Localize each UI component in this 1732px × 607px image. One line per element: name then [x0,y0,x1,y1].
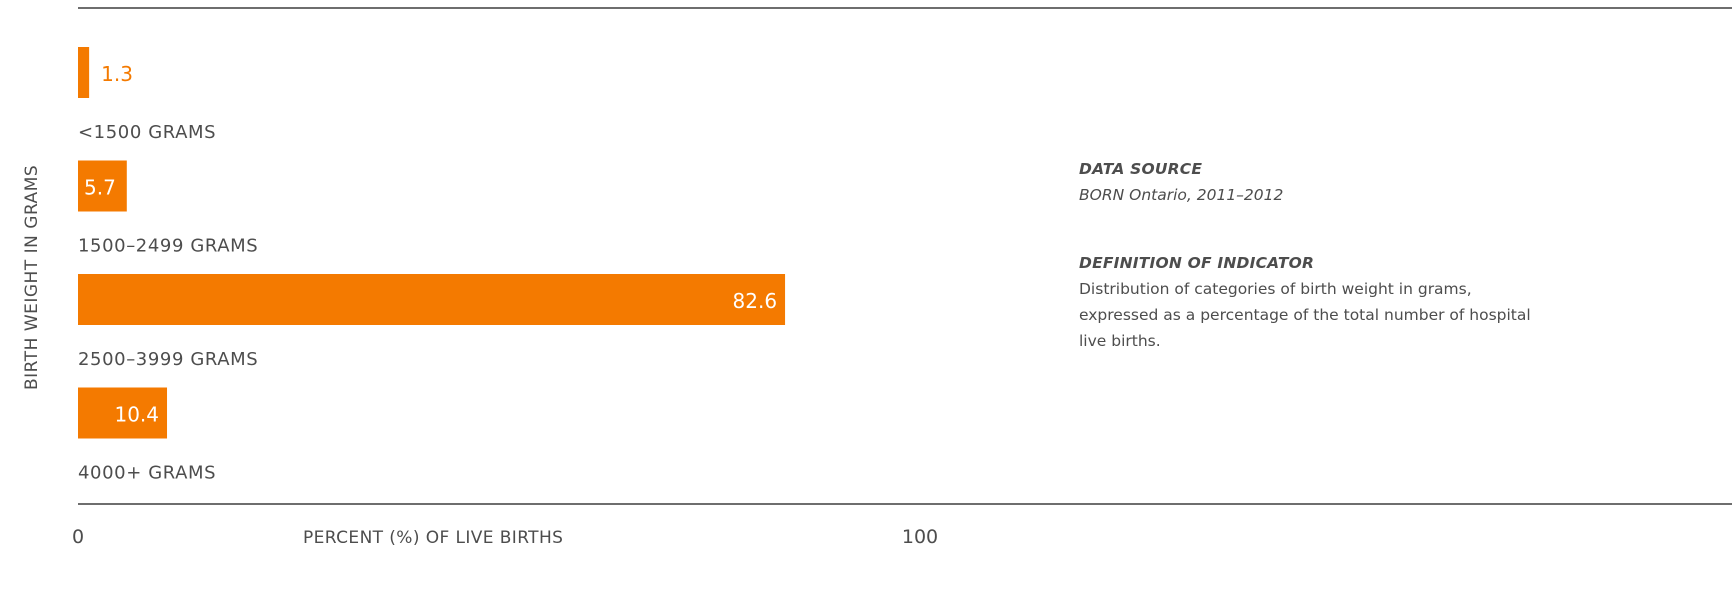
info-panel: DATA SOURCE BORN Ontario, 2011–2012 DEFI… [1079,156,1549,354]
category-label-4000-grams: 4000+ GRAMS [78,463,216,484]
value-label-2500-3999-grams: 82.6 [733,289,778,313]
bar-1500-2499-grams [78,160,127,212]
definition-heading: DEFINITION OF INDICATOR [1079,254,1315,272]
bar-4000-grams [78,387,168,439]
value-label-4000-grams: 10.4 [114,403,159,427]
x-axis-label: PERCENT (%) OF LIVE BIRTHS [303,528,563,548]
x-axis-line [78,503,1732,505]
category-label-1500-2499-grams: 1500–2499 GRAMS [78,236,258,257]
x-tick-label-0: 0 [72,526,84,548]
data-source-heading: DATA SOURCE [1079,160,1203,178]
bar-1500-grams [78,47,90,98]
category-label-1500-grams: <1500 GRAMS [78,122,216,143]
top-rule [78,7,1732,9]
bar-2500-3999-grams [78,274,786,325]
category-label-2500-3999-grams: 2500–3999 GRAMS [78,349,258,370]
value-label-1500-2499-grams: 5.7 [84,176,116,200]
data-source-text: BORN Ontario, 2011–2012 [1079,186,1284,204]
value-label-1500-grams: 1.3 [101,62,133,86]
birth-weight-bar-chart: 1.3 <1500 GRAMS 5.7 1500–2499 GRAMS 82.6 2500… [72,47,938,548]
definition-text: Distribution of categories of birth weig… [1079,280,1531,350]
x-tick-label-100: 100 [902,526,938,548]
